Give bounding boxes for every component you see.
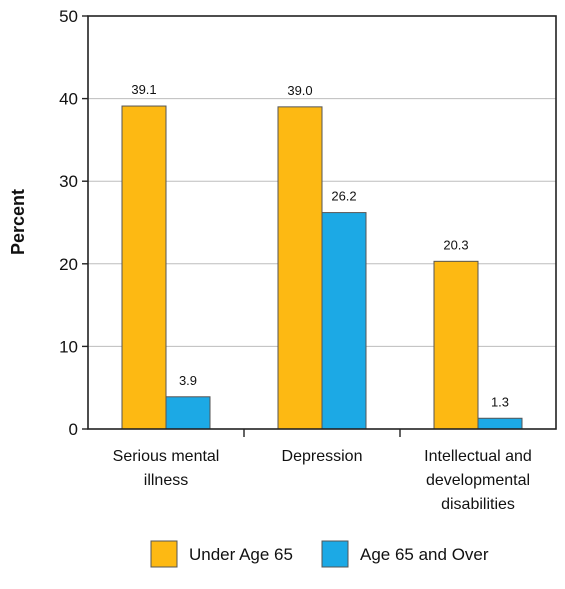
x-category-label: illness	[144, 472, 188, 489]
bar	[477, 417, 523, 430]
bar	[321, 212, 367, 430]
legend: Under Age 65 Age 65 and Over	[150, 540, 489, 568]
data-label: 39.0	[287, 83, 312, 98]
x-category-label: disabilities	[441, 496, 515, 513]
y-tick-label: 0	[69, 420, 78, 439]
legend-swatch	[321, 540, 349, 568]
bar	[277, 106, 323, 430]
data-label: 1.3	[491, 394, 509, 409]
y-tick-label: 30	[59, 172, 78, 191]
x-category-label: Serious mental	[113, 448, 220, 465]
data-label: 39.1	[131, 82, 156, 97]
data-label: 26.2	[331, 189, 356, 204]
y-axis-label: Percent	[8, 189, 28, 255]
bar	[433, 260, 479, 430]
data-label: 3.9	[179, 373, 197, 388]
x-category-label: developmental	[426, 472, 530, 489]
legend-label: Under Age 65	[189, 545, 293, 564]
bar	[165, 396, 211, 430]
axes: 0 10 20 30 40 50 Serious mental illness Depressi…	[59, 7, 557, 513]
data-label: 20.3	[443, 237, 468, 252]
y-tick-label: 40	[59, 90, 78, 109]
x-category-label: Intellectual and	[424, 448, 532, 465]
legend-swatch	[150, 540, 178, 568]
bars	[121, 105, 523, 430]
y-tick-label: 20	[59, 255, 78, 274]
plot-frame	[87, 15, 557, 430]
bar	[121, 105, 167, 430]
y-tick-label: 50	[59, 7, 78, 26]
legend-label: Age 65 and Over	[360, 545, 489, 564]
y-tick-label: 10	[59, 337, 78, 356]
x-category-label: Depression	[282, 448, 363, 465]
data-labels: 39.1 3.9 39.0 26.2 20.3 1.3	[131, 82, 509, 409]
